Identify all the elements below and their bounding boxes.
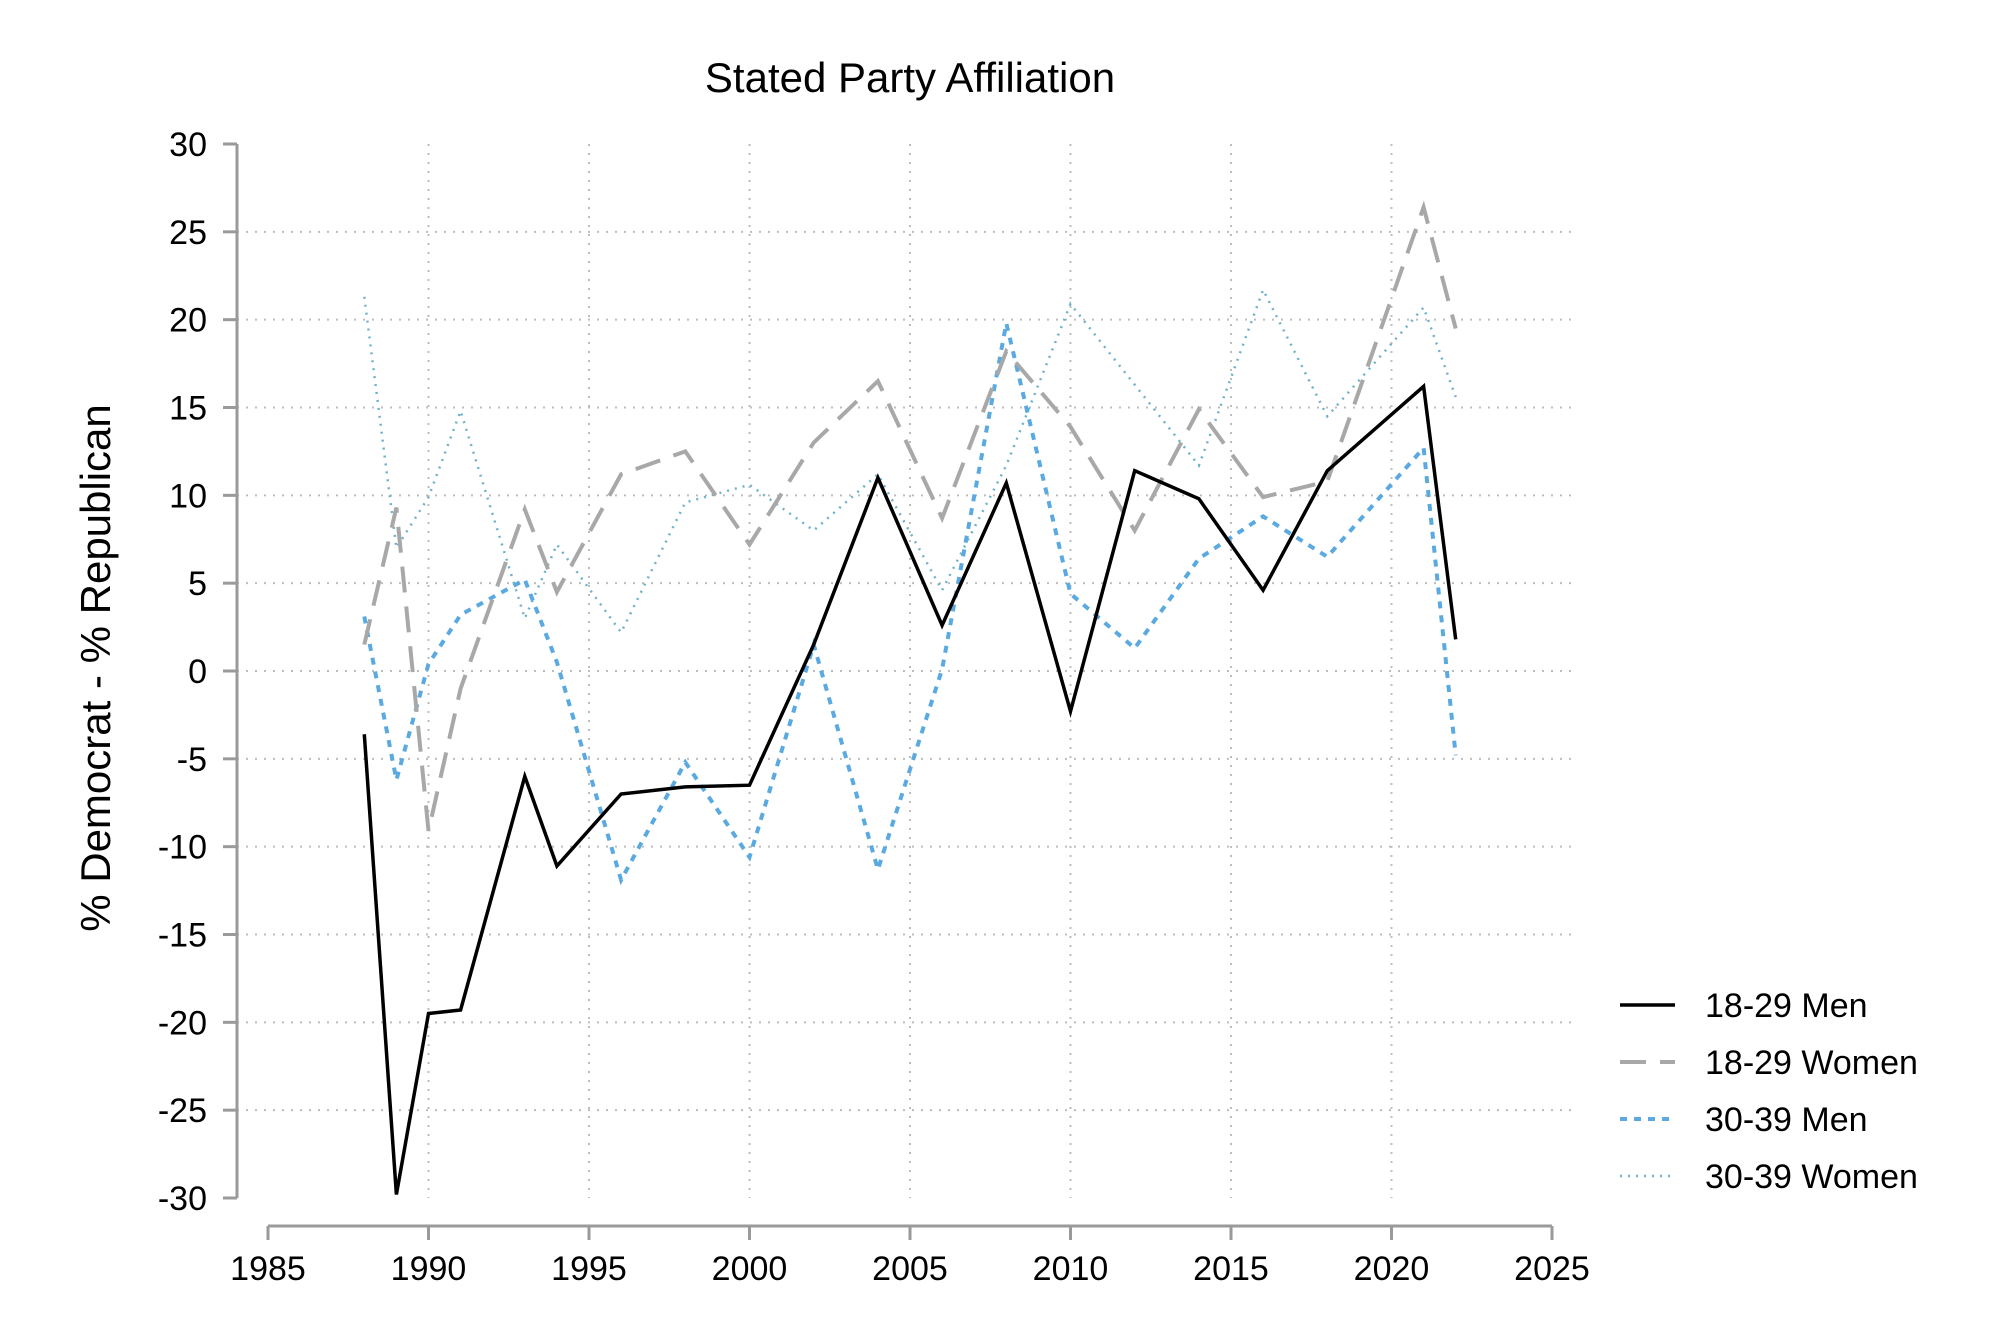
- y-tick-label: 20: [169, 302, 207, 340]
- x-tick-label: 1990: [391, 1250, 467, 1288]
- y-tick-label: -20: [158, 1004, 207, 1042]
- y-tick-label: 10: [169, 477, 207, 515]
- x-tick-label: 2005: [872, 1250, 948, 1288]
- y-tick-label: -25: [158, 1092, 207, 1130]
- y-tick-label: 0: [188, 653, 207, 691]
- series-lines: [362, 200, 1458, 1195]
- x-tick-label: 1985: [230, 1250, 306, 1288]
- x-tick-label: 2025: [1514, 1250, 1590, 1288]
- y-tick-label: -10: [158, 829, 207, 867]
- legend-label: 30-39 Women: [1705, 1158, 1918, 1196]
- x-tick-label: 2000: [712, 1250, 788, 1288]
- y-tick-label: 25: [169, 214, 207, 252]
- x-tick-label: 1995: [551, 1250, 627, 1288]
- legend-label: 18-29 Women: [1705, 1044, 1918, 1082]
- x-tick-label: 2010: [1033, 1250, 1109, 1288]
- y-tick-label: -30: [158, 1180, 207, 1218]
- legend: 18-29 Men 18-29 Women 30-39 Men 30-39 Women: [1620, 987, 1918, 1196]
- x-tick-label: 2020: [1354, 1250, 1430, 1288]
- grid-lines: [237, 144, 1578, 1198]
- y-tick-label: 15: [169, 390, 207, 428]
- series-line-18-29-women: [362, 200, 1458, 832]
- series-line-30-39-women: [363, 286, 1457, 635]
- legend-label: 18-29 Men: [1705, 987, 1868, 1025]
- y-tick-label: 5: [188, 565, 207, 603]
- chart-title: Stated Party Affiliation: [705, 54, 1115, 101]
- series-line-30-39-men: [362, 322, 1458, 886]
- x-tick-label: 2015: [1193, 1250, 1269, 1288]
- series-line-18-29-men: [362, 382, 1458, 1195]
- y-tick-label: -5: [177, 741, 207, 779]
- legend-label: 30-39 Men: [1705, 1101, 1868, 1139]
- y-tick-label: -15: [158, 917, 207, 955]
- y-tick-label: 30: [169, 126, 207, 164]
- y-axis-title: % Democrat - % Republican: [72, 404, 119, 932]
